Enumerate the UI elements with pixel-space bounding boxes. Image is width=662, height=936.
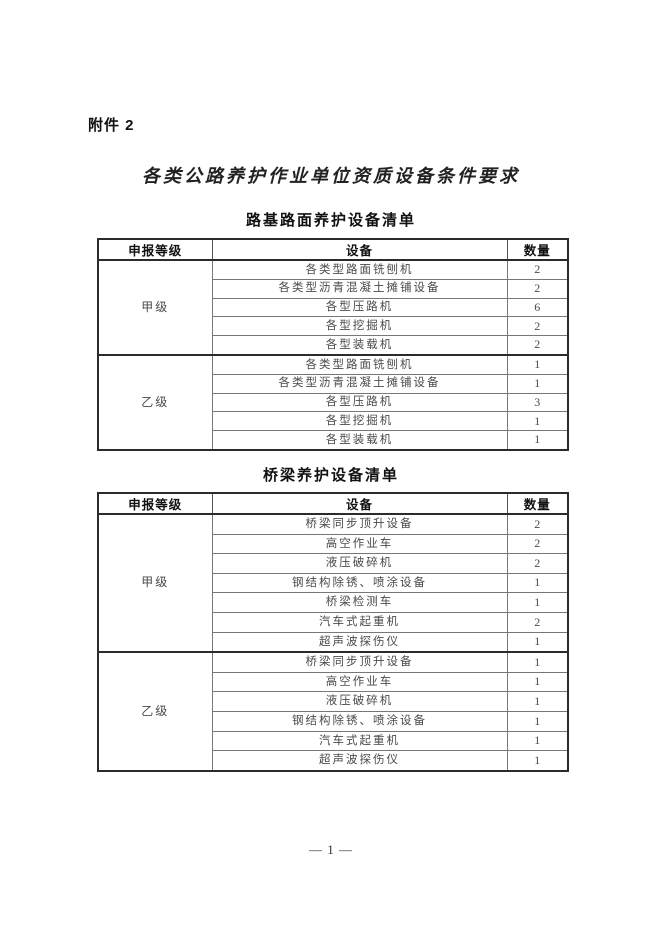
quantity-cell: 2 [506, 533, 569, 555]
equipment-cell: 桥梁同步顶升设备 [211, 513, 508, 535]
table-row: 汽车式起重机 2 [98, 611, 569, 633]
table-title-roadbed: 路基路面养护设备清单 [245, 212, 416, 229]
equipment-cell: 各类型沥青混凝土摊铺设备 [211, 278, 508, 299]
table-row: 乙级 各类型路面铣刨机 1 [97, 353, 569, 451]
equipment-cell: 各型压路机 [211, 297, 508, 318]
quantity-cell: 6 [506, 297, 569, 318]
quantity-cell: 1 [506, 430, 569, 451]
document-title: 各类公路养护作业单位资质设备条件要求 [142, 166, 520, 186]
bridge-equipment-table: 申报等级 设备 数量 甲级 桥梁同步顶升设备 2 高空作业车 2 液压破碎机 2… [97, 492, 569, 772]
header-level: 申报等级 [97, 238, 213, 261]
quantity-cell: 3 [506, 392, 569, 413]
level-cell: 乙级 [97, 651, 213, 772]
equipment-cell: 钢结构除锈、喷涂设备 [211, 710, 508, 732]
equipment-cell: 桥梁检测车 [211, 592, 508, 613]
attachment-label: 附件 2 [88, 117, 135, 134]
table-row: 液压破碎机 1 [98, 691, 569, 712]
table-header-row: 申报等级 设备 数量 [97, 492, 569, 515]
quantity-cell: 1 [506, 411, 569, 432]
quantity-cell: 1 [506, 691, 569, 712]
equipment-cell: 各型装载机 [211, 335, 508, 356]
level-cell: 乙级 [97, 353, 213, 451]
table-header-row: 申报等级 设备 数量 [97, 238, 569, 261]
quantity-cell: 1 [506, 730, 569, 752]
table-title-bridge: 桥梁养护设备清单 [262, 467, 399, 484]
equipment-cell: 汽车式起重机 [211, 611, 508, 633]
page-number: — 1 — [309, 842, 353, 857]
equipment-cell: 钢结构除锈、喷涂设备 [211, 572, 508, 594]
header-equipment: 设备 [211, 492, 508, 515]
table-row: 各类型沥青混凝土摊铺设备 1 [98, 373, 569, 394]
equipment-cell: 各型挖掘机 [211, 411, 508, 432]
table-row: 汽车式起重机 1 [98, 730, 569, 752]
quantity-cell: 1 [506, 671, 569, 693]
table-row: 各型装载机 1 [98, 430, 569, 451]
equipment-cell: 液压破碎机 [211, 691, 508, 712]
quantity-cell: 2 [506, 611, 569, 633]
equipment-cell: 各类型路面铣刨机 [211, 353, 508, 375]
quantity-cell: 1 [506, 631, 569, 653]
table-row: 钢结构除锈、喷涂设备 1 [98, 710, 569, 732]
table-row: 各型挖掘机 2 [98, 316, 569, 337]
table-row: 各类型沥青混凝土摊铺设备 2 [98, 278, 569, 299]
roadbed-equipment-table: 申报等级 设备 数量 甲级 各类型路面铣刨机 2 各类型沥青混凝土摊铺设备 2 … [97, 238, 569, 451]
quantity-cell: 1 [506, 710, 569, 732]
equipment-cell: 汽车式起重机 [211, 730, 508, 752]
equipment-cell: 各类型沥青混凝土摊铺设备 [211, 373, 508, 394]
equipment-cell: 高空作业车 [211, 671, 508, 693]
equipment-cell: 高空作业车 [211, 533, 508, 555]
equipment-cell: 各类型路面铣刨机 [211, 259, 508, 280]
quantity-cell: 1 [506, 572, 569, 594]
header-level: 申报等级 [97, 492, 213, 515]
equipment-cell: 液压破碎机 [211, 553, 508, 574]
header-quantity: 数量 [506, 492, 569, 515]
quantity-cell: 1 [506, 592, 569, 613]
level-cell: 甲级 [97, 513, 213, 653]
quantity-cell: 2 [506, 513, 569, 535]
quantity-cell: 2 [506, 335, 569, 356]
quantity-cell: 1 [506, 353, 569, 375]
table-row: 各型挖掘机 1 [98, 411, 569, 432]
quantity-cell: 2 [506, 316, 569, 337]
equipment-cell: 超声波探伤仪 [211, 631, 508, 653]
quantity-cell: 1 [506, 750, 569, 772]
level-cell: 甲级 [97, 259, 213, 356]
table-row: 钢结构除锈、喷涂设备 1 [98, 572, 569, 594]
quantity-cell: 2 [506, 259, 569, 280]
equipment-cell: 各型装载机 [211, 430, 508, 451]
equipment-cell: 桥梁同步顶升设备 [211, 651, 508, 673]
header-equipment: 设备 [211, 238, 508, 261]
table-row: 甲级 桥梁同步顶升设备 2 [97, 513, 569, 653]
table-row: 超声波探伤仪 1 [98, 750, 569, 772]
equipment-cell: 超声波探伤仪 [211, 750, 508, 772]
table-row: 液压破碎机 2 [98, 553, 569, 574]
header-quantity: 数量 [506, 238, 569, 261]
quantity-cell: 2 [506, 278, 569, 299]
quantity-cell: 2 [506, 553, 569, 574]
quantity-cell: 1 [506, 373, 569, 394]
table-row: 乙级 桥梁同步顶升设备 1 [97, 651, 569, 772]
table-row: 甲级 各类型路面铣刨机 2 [97, 259, 569, 356]
equipment-cell: 各型压路机 [211, 392, 508, 413]
equipment-cell: 各型挖掘机 [211, 316, 508, 337]
quantity-cell: 1 [506, 651, 569, 673]
table-row: 高空作业车 1 [98, 671, 569, 693]
